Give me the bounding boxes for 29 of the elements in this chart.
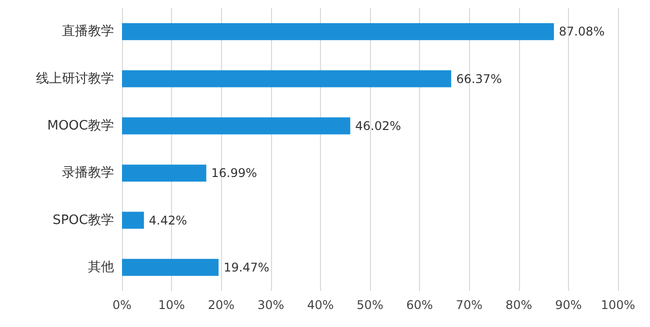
bar [122, 70, 452, 88]
x-tick-label: 30% [257, 298, 284, 312]
data-label: 4.42% [148, 213, 188, 228]
data-label: 66.37% [456, 72, 502, 86]
x-tick-label: 50% [356, 298, 384, 312]
x-tick-label: 100% [600, 298, 636, 312]
bar [122, 258, 219, 276]
data-label: 87.08% [558, 24, 605, 39]
y-tick-label: 线上研讨教学 [36, 71, 114, 86]
bar [122, 117, 350, 134]
x-tick-label: 90% [555, 298, 582, 312]
y-tick-label: SPOC教学 [52, 212, 114, 228]
y-tick-label: 录播教学 [62, 166, 114, 181]
data-label: 46.02% [355, 118, 402, 133]
bar [122, 212, 144, 229]
data-label: 19.47% [224, 260, 270, 274]
y-tick-label: 直播教学 [62, 24, 114, 40]
x-tick-label: 10% [158, 298, 185, 312]
data-label: 16.99% [211, 166, 258, 180]
x-tick-label: 70% [456, 298, 483, 312]
x-tick-label: 80% [505, 298, 532, 312]
bar [122, 164, 206, 182]
bar [122, 23, 554, 40]
y-tick-label: MOOC教学 [47, 118, 114, 134]
x-tick-label: 40% [307, 298, 334, 312]
x-tick-label: 60% [406, 298, 433, 312]
y-tick-label: 其他 [88, 260, 114, 275]
x-tick-label: 20% [208, 298, 235, 312]
x-tick-label: 0% [112, 298, 132, 312]
